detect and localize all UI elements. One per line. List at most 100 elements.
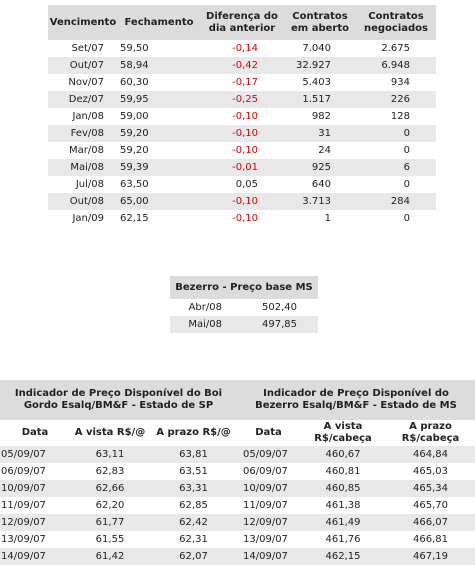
cell: 11/09/07 [1,499,46,511]
cell: -0,10 [232,127,258,139]
row-bg [237,446,475,463]
cell: 284 [390,195,410,207]
cell: 24 [318,144,331,156]
cell: 12/09/07 [1,516,46,528]
row-bg [0,514,237,531]
row-bg [48,91,436,108]
cell: 465,03 [413,465,448,477]
cell: -0,17 [232,76,258,88]
cell: 0 [403,212,410,224]
cell: 934 [390,76,410,88]
cell: Mai/08 [188,318,222,330]
cell: 59,39 [120,161,149,173]
column-header: Data [255,427,282,438]
cell: 59,20 [120,127,149,139]
table-title: Bezerro - Preço base MS [175,281,313,293]
cell: -0,10 [232,212,258,224]
row-bg [48,125,436,142]
column-header: Contratos negociados [363,10,428,34]
cell: 3.713 [302,195,331,207]
cell: 2.675 [381,42,410,54]
cell: 461,38 [325,499,361,511]
cell: 464,84 [413,448,448,460]
cell: 1 [324,212,331,224]
cell: -0,10 [232,144,258,156]
cell: 10/09/07 [1,482,46,494]
cell: 06/09/07 [1,465,46,477]
title-bg [237,380,475,420]
table-title: Indicador de Preço Disponível do Boi Gor… [14,388,223,411]
cell: 62,66 [95,482,125,494]
cell: 10/09/07 [243,482,288,494]
cell: 460,81 [325,465,361,477]
cell: 60,30 [120,76,149,88]
cell: 465,70 [413,499,448,511]
cell: 61,42 [95,550,125,562]
row-bg [48,159,436,176]
cell: 59,95 [120,93,149,105]
cell: 62,83 [95,465,125,477]
cell: 226 [390,93,410,105]
cell: 58,94 [120,59,149,71]
cell: -0,01 [232,161,258,173]
cell: -0,10 [232,195,258,207]
cell: 1.517 [302,93,331,105]
cell: 466,07 [413,516,448,528]
title-bg [0,380,237,420]
cell: 62,07 [179,550,208,562]
cell: Set/07 [71,42,104,54]
cell: 12/09/07 [243,516,288,528]
cell: 62,42 [179,516,208,528]
row-bg [48,193,436,210]
cell: 502,40 [262,301,297,313]
cell: 466,81 [413,533,448,545]
cell: 59,20 [120,144,149,156]
header-bg [48,5,436,40]
cell: Mar/08 [69,144,104,156]
cell: 465,34 [413,482,448,494]
cell: 62,20 [95,499,125,511]
cell: -0,25 [232,93,258,105]
cell: 462,15 [325,550,361,562]
column-header: Contratos em aberto [291,10,349,34]
cell: 14/09/07 [1,550,46,562]
cell: Dez/07 [68,93,104,105]
cell: 63,81 [179,448,208,460]
cell: 06/09/07 [243,465,288,477]
cell: 6.948 [381,59,410,71]
cell: 13/09/07 [243,533,288,545]
cell: 7.040 [302,42,331,54]
cell: 05/09/07 [1,448,46,460]
row-bg [0,446,237,463]
column-header: A prazo R$/cabeça [401,421,460,444]
cell: 63,31 [179,482,208,494]
cell: 13/09/07 [1,533,46,545]
cell: Mai/08 [70,161,104,173]
cell: 128 [390,110,410,122]
cell: -0,42 [232,59,258,71]
cell: 63,11 [95,448,125,460]
cell: Jul/08 [75,178,104,190]
column-header: Vencimento [49,16,117,28]
cell: 5.403 [302,76,331,88]
cell: Nov/07 [68,76,104,88]
table-title: Indicador de Preço Disponível do Bezerro… [255,388,457,411]
title-bg [170,276,318,299]
cell: 31 [318,127,331,139]
cell: -0,14 [232,42,258,54]
cell: 0 [403,127,410,139]
cell: 461,49 [325,516,361,528]
cell: 467,19 [413,550,448,562]
cell: 61,77 [95,516,125,528]
row-bg [237,514,475,531]
cell: 62,31 [179,533,208,545]
cell: 62,15 [120,212,149,224]
cell: 460,85 [325,482,361,494]
cell: 65,00 [120,195,149,207]
cell: -0,10 [232,110,258,122]
column-header: Fechamento [124,16,194,28]
cell: 59,50 [120,42,149,54]
cell: 925 [311,161,331,173]
cell: 6 [403,161,410,173]
